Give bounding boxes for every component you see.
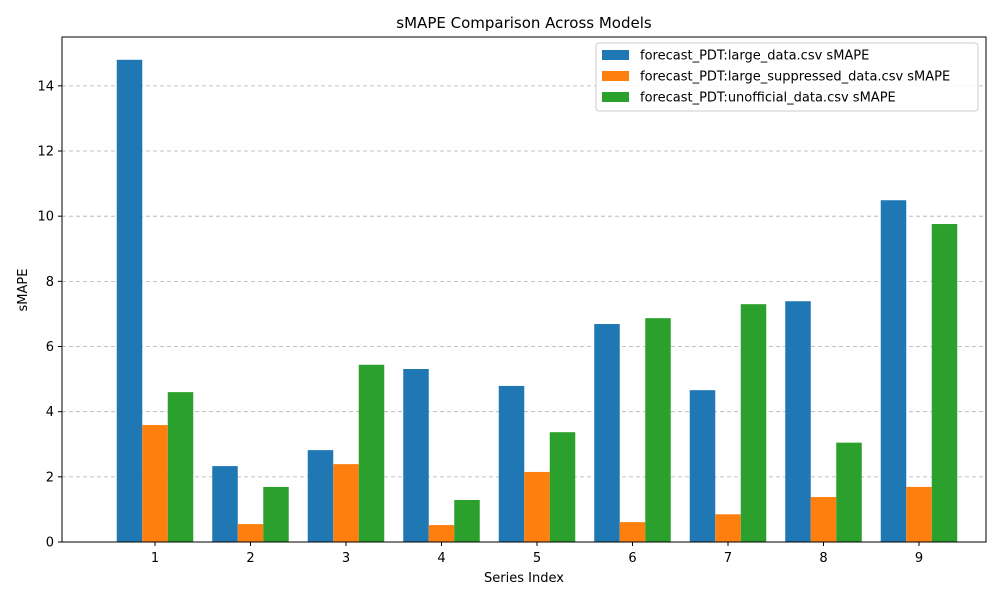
bar-series-2-cat-7 (715, 514, 741, 542)
bar-series-3-cat-8 (836, 442, 862, 542)
bar-series-1-cat-9 (880, 200, 907, 542)
bar-series-2-cat-6 (619, 522, 646, 542)
y-tick-label-2: 4 (46, 405, 54, 420)
bar-series-2-cat-1 (142, 425, 168, 542)
x-tick-label-8: 8 (819, 551, 827, 566)
x-tick-label-7: 7 (724, 551, 732, 566)
legend-swatch-2 (602, 71, 629, 81)
bar-series-1-cat-3 (307, 450, 334, 542)
y-tick-label-7: 14 (37, 79, 54, 94)
bar-series-2-cat-9 (906, 486, 932, 542)
bar-series-3-cat-6 (645, 318, 671, 542)
x-tick-label-2: 2 (246, 551, 254, 566)
legend-swatch-1 (602, 50, 629, 60)
bar-series-3-cat-1 (167, 392, 194, 542)
legend-swatch-3 (602, 92, 629, 102)
bar-series-3-cat-7 (740, 304, 767, 542)
x-axis-label: Series Index (484, 571, 564, 586)
bar-series-1-cat-5 (498, 385, 525, 542)
bar-series-1-cat-7 (689, 390, 716, 542)
bar-series-1-cat-1 (116, 59, 143, 542)
x-tick-label-9: 9 (915, 551, 923, 566)
bar-series-1-cat-8 (785, 301, 811, 542)
bar-series-3-cat-3 (358, 364, 385, 542)
chart-title: sMAPE Comparison Across Models (396, 14, 652, 32)
bar-series-1-cat-4 (403, 368, 429, 542)
bar-series-3-cat-9 (931, 224, 958, 542)
bar-series-2-cat-8 (810, 497, 837, 542)
bars (116, 59, 958, 542)
legend-label-2: forecast_PDT:large_suppressed_data.csv s… (640, 70, 950, 85)
y-tick-label-5: 10 (37, 210, 54, 225)
bar-series-2-cat-4 (428, 525, 455, 542)
x-tick-label-3: 3 (342, 551, 350, 566)
y-tick-label-4: 8 (46, 275, 54, 290)
bar-series-3-cat-4 (454, 499, 480, 542)
bar-series-2-cat-3 (333, 464, 359, 542)
x-tick-label-1: 1 (151, 551, 159, 566)
bar-series-2-cat-5 (524, 471, 550, 542)
x-tick-label-5: 5 (533, 551, 541, 566)
bar-series-2-cat-2 (237, 524, 264, 542)
bar-series-3-cat-2 (263, 486, 289, 542)
x-tick-label-6: 6 (628, 551, 636, 566)
legend: forecast_PDT:large_data.csv sMAPE forecas… (595, 42, 979, 112)
x-tick-label-4: 4 (437, 551, 445, 566)
bar-series-1-cat-6 (594, 324, 620, 542)
legend-label-1: forecast_PDT:large_data.csv sMAPE (640, 49, 869, 64)
legend-box (595, 42, 979, 112)
y-tick-label-1: 2 (46, 470, 54, 485)
y-tick-label-3: 6 (46, 340, 54, 355)
y-axis-label: sMAPE (16, 269, 31, 312)
y-tick-label-6: 12 (37, 145, 54, 160)
y-tick-label-0: 0 (46, 536, 54, 551)
plot-frame (61, 36, 987, 543)
legend-label-3: forecast_PDT:unofficial_data.csv sMAPE (640, 91, 896, 106)
bar-series-1-cat-2 (212, 466, 238, 542)
bar-series-3-cat-5 (549, 432, 576, 542)
